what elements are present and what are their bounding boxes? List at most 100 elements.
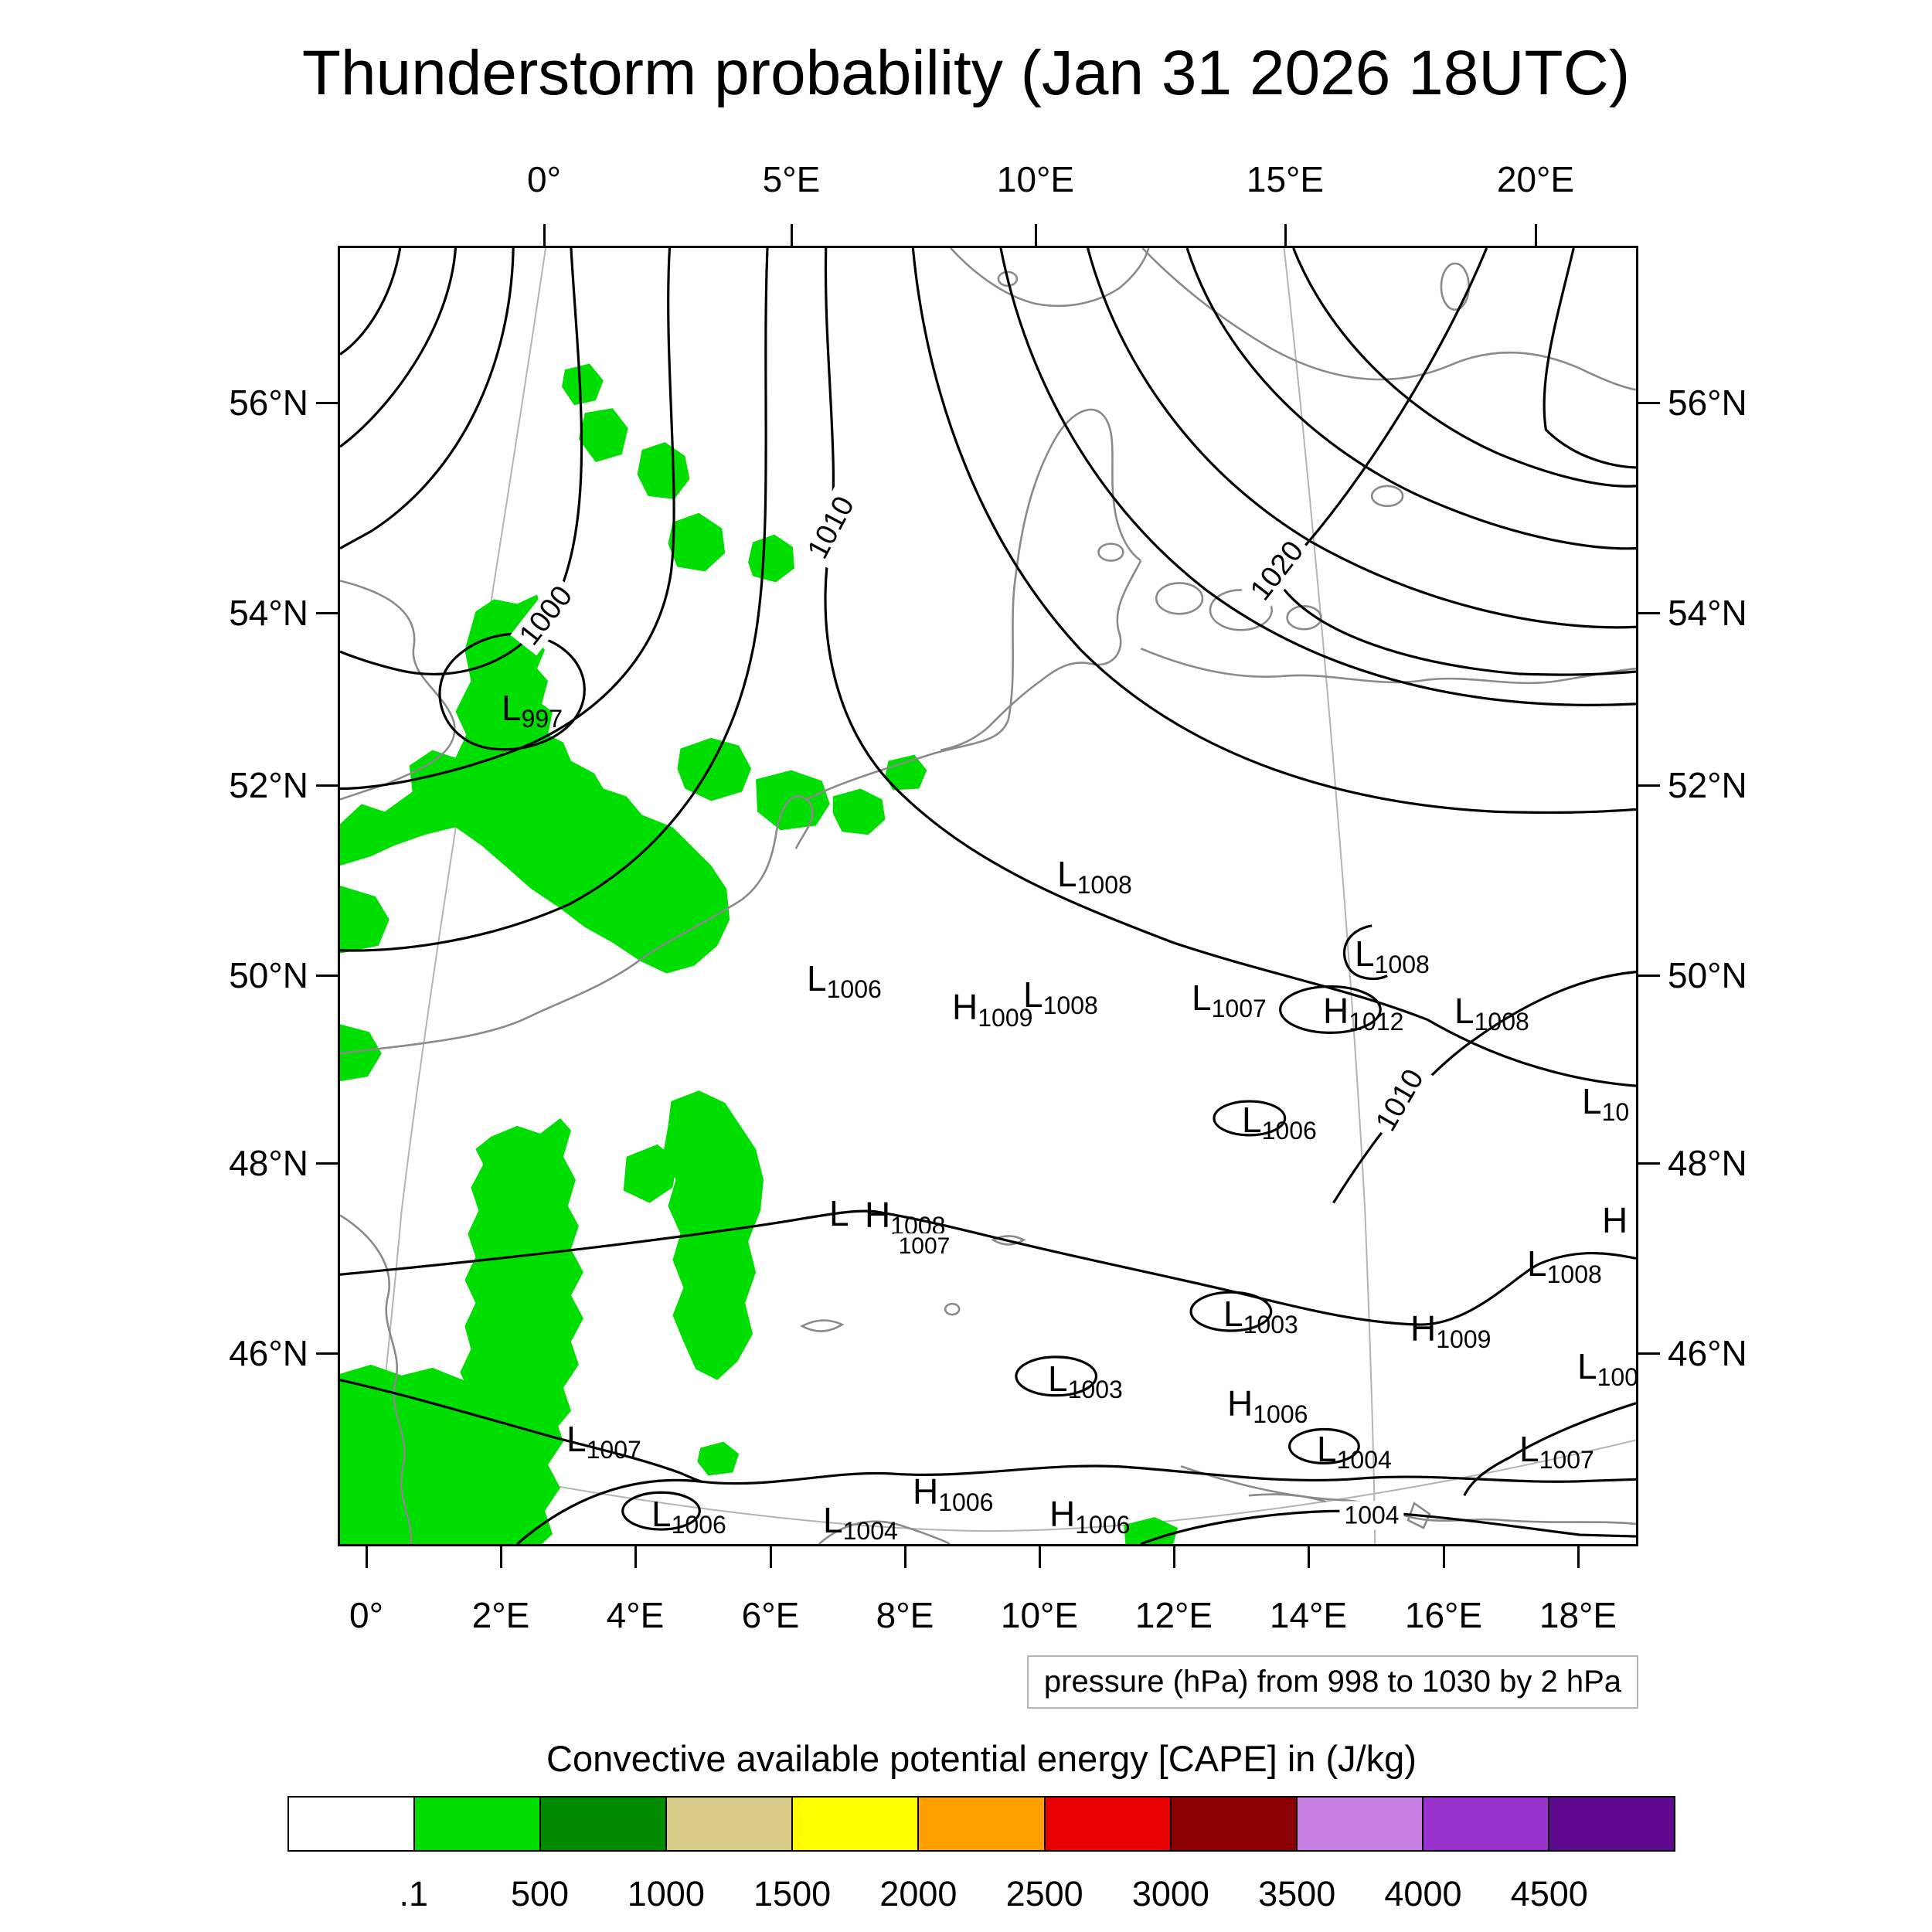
pressure-value: 1009 xyxy=(978,1004,1033,1032)
colorbar-tick-label: 500 xyxy=(510,1874,570,1913)
pressure-value: 10 xyxy=(1601,1098,1630,1126)
bottom-axis-tick xyxy=(903,1546,906,1568)
top-axis-label: 0° xyxy=(527,159,561,199)
left-axis-label: 56°N xyxy=(229,383,308,423)
top-axis-tick xyxy=(790,224,793,246)
pressure-value: 1008 xyxy=(1374,951,1430,978)
bottom-axis-tick xyxy=(1577,1546,1580,1568)
pressure-letter: H xyxy=(1410,1308,1437,1349)
left-axis-tick xyxy=(316,401,338,404)
bottom-axis-label: 2°E xyxy=(471,1595,530,1635)
pressure-value: 997 xyxy=(521,705,563,733)
contour-label: 1000 xyxy=(510,576,583,656)
pressure-center-low: L100 xyxy=(1577,1347,1636,1391)
bottom-axis-label: 6°E xyxy=(741,1595,800,1635)
pressure-letter: L xyxy=(1057,854,1077,894)
colorbar-tick-label: 1000 xyxy=(627,1874,705,1913)
left-axis-tick xyxy=(316,1162,338,1165)
pressure-center-low: L997 xyxy=(502,689,563,733)
pressure-letter: H xyxy=(1227,1383,1253,1423)
right-axis-label: 54°N xyxy=(1668,593,1747,633)
colorbar-segment xyxy=(1423,1798,1549,1850)
top-axis-tick xyxy=(1534,224,1537,246)
left-axis-label: 46°N xyxy=(229,1333,308,1373)
pressure-center-low: L1007 xyxy=(1519,1430,1594,1474)
pressure-letter: L xyxy=(1223,1294,1243,1334)
colorbar-segment xyxy=(1045,1798,1172,1850)
left-axis-tick xyxy=(316,1352,338,1355)
pressure-center-low: L1008 xyxy=(1023,975,1098,1019)
top-axis-label: 15°E xyxy=(1246,159,1325,199)
right-axis-tick xyxy=(1638,611,1660,614)
pressure-value: 1006 xyxy=(938,1488,994,1516)
colorbar-segment xyxy=(919,1798,1046,1850)
colorbar-tick-label: 4500 xyxy=(1510,1874,1588,1913)
bottom-axis-label: 0° xyxy=(349,1595,383,1635)
contour-label: 1010 xyxy=(799,487,864,569)
top-axis-label: 20°E xyxy=(1496,159,1575,199)
pressure-letter: L xyxy=(1519,1429,1539,1469)
pressure-letter: L xyxy=(566,1419,587,1459)
left-axis-tick xyxy=(316,784,338,787)
pressure-value: 1007 xyxy=(1539,1446,1594,1474)
left-axis-tick xyxy=(316,611,338,614)
pressure-letter: H xyxy=(1323,991,1349,1031)
pressure-value: 1006 xyxy=(1253,1400,1308,1428)
colorbar-tick-label: 2500 xyxy=(1005,1874,1083,1913)
left-axis-label: 48°N xyxy=(229,1143,308,1183)
bottom-axis-tick xyxy=(1172,1546,1175,1568)
pressure-value: 1004 xyxy=(842,1517,898,1545)
right-axis-label: 50°N xyxy=(1668,955,1747,995)
colorbar-tick-label: 2000 xyxy=(879,1874,957,1913)
bottom-axis-tick xyxy=(1442,1546,1445,1568)
colorbar-tick-label: .1 xyxy=(399,1874,429,1913)
pressure-center-high: H1012 xyxy=(1323,992,1403,1036)
pressure-letter: L xyxy=(1242,1100,1262,1140)
chart-title: Thunderstorm probability (Jan 31 2026 18… xyxy=(301,38,1631,108)
pressure-center-high: H1006 xyxy=(913,1472,993,1516)
pressure-center-low: L1006 xyxy=(1242,1100,1317,1145)
colorbar-segment xyxy=(793,1798,920,1850)
pressure-markers-layer: L997 L1008 L1006 H1009 L1008 L1007 H1012 L1008 L… xyxy=(340,248,1636,1544)
pressure-value: 1008 xyxy=(1077,871,1132,899)
bottom-axis-label: 10°E xyxy=(1000,1595,1079,1635)
right-axis-label: 48°N xyxy=(1668,1143,1747,1183)
top-axis-tick xyxy=(1034,224,1037,246)
pressure-center-high: H1006 xyxy=(1227,1384,1308,1428)
pressure-center-low: L1008 xyxy=(1454,992,1529,1036)
right-axis-label: 46°N xyxy=(1668,1333,1747,1373)
left-axis-label: 54°N xyxy=(229,593,308,633)
colorbar-segment xyxy=(1297,1798,1423,1850)
right-axis-tick xyxy=(1638,401,1660,404)
pressure-center-low: L1006 xyxy=(651,1495,726,1539)
pressure-center-low: L1008 xyxy=(1057,855,1132,899)
colorbar-segment xyxy=(667,1798,794,1850)
pressure-center-high: H1009 xyxy=(952,988,1032,1032)
top-axis-label: 10°E xyxy=(996,159,1075,199)
pressure-value: 1009 xyxy=(1436,1325,1492,1353)
bottom-axis-tick xyxy=(499,1546,502,1568)
pressure-letter: H xyxy=(1602,1200,1628,1240)
left-axis-label: 52°N xyxy=(229,765,308,805)
pressure-letter: L xyxy=(1317,1429,1337,1469)
bottom-axis-label: 14°E xyxy=(1269,1595,1348,1635)
colorbar-tick-label: 4000 xyxy=(1384,1874,1462,1913)
contour-label: 1010 xyxy=(1367,1060,1434,1141)
pressure-value: 1003 xyxy=(1243,1311,1298,1338)
colorbar-segment xyxy=(1549,1798,1675,1850)
pressure-letter: L xyxy=(651,1494,672,1534)
pressure-center-high: H1009 xyxy=(1410,1309,1491,1353)
pressure-center-low: L1006 xyxy=(807,959,882,1003)
pressure-center-low: L1008 xyxy=(1355,934,1430,978)
right-axis-tick xyxy=(1638,784,1660,787)
right-axis-tick xyxy=(1638,1352,1660,1355)
pressure-letter: L xyxy=(829,1193,849,1233)
colorbar-tick-label: 3500 xyxy=(1258,1874,1336,1913)
pressure-value: 1006 xyxy=(826,975,882,1003)
pressure-value: 1006 xyxy=(671,1511,726,1539)
pressure-center-low: L1007 xyxy=(566,1420,641,1464)
colorbar-segment xyxy=(541,1798,668,1850)
right-axis-label: 56°N xyxy=(1668,383,1747,423)
pressure-caption: pressure (hPa) from 998 to 1030 by 2 hPa xyxy=(1026,1655,1638,1709)
map-plot: L997 L1008 L1006 H1009 L1008 L1007 H1012 L1008 L… xyxy=(338,246,1638,1546)
